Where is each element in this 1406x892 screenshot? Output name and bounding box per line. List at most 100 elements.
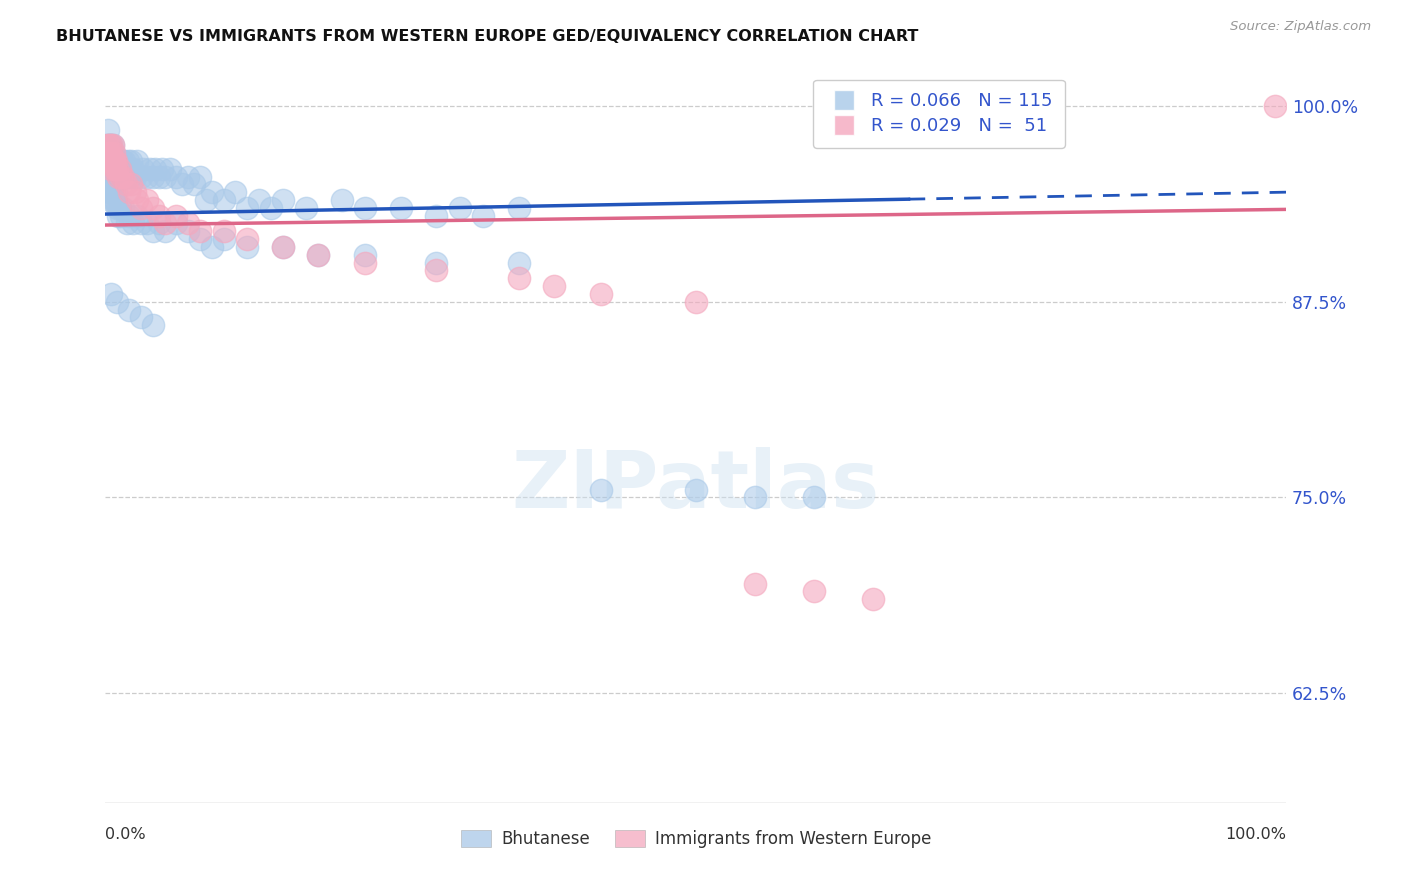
Point bbox=[114, 161, 136, 176]
Point bbox=[96, 138, 118, 153]
Point bbox=[591, 287, 613, 301]
Point bbox=[127, 209, 149, 223]
Point bbox=[127, 193, 149, 207]
Point bbox=[104, 153, 127, 168]
Point bbox=[150, 161, 173, 176]
Point bbox=[744, 491, 766, 505]
Point bbox=[108, 201, 131, 215]
Point bbox=[104, 161, 127, 176]
Point bbox=[115, 217, 138, 231]
Point bbox=[129, 201, 152, 215]
Point bbox=[104, 153, 127, 168]
Point bbox=[118, 209, 141, 223]
Point bbox=[118, 185, 141, 199]
Point bbox=[98, 153, 121, 168]
Point bbox=[100, 161, 122, 176]
Text: ZIPatlas: ZIPatlas bbox=[512, 448, 880, 525]
Point bbox=[112, 161, 135, 176]
Point bbox=[108, 161, 131, 176]
Point bbox=[129, 217, 152, 231]
Point bbox=[139, 161, 162, 176]
Point bbox=[472, 209, 495, 223]
Point bbox=[118, 161, 141, 176]
Point bbox=[685, 483, 707, 497]
Point bbox=[307, 248, 329, 262]
Point bbox=[188, 232, 211, 246]
Point bbox=[142, 224, 165, 238]
Point bbox=[108, 161, 131, 176]
Point bbox=[97, 153, 120, 168]
Point bbox=[188, 224, 211, 238]
Point bbox=[165, 169, 187, 184]
Point bbox=[271, 193, 294, 207]
Point bbox=[425, 209, 447, 223]
Point bbox=[105, 161, 128, 176]
Point bbox=[112, 169, 135, 184]
Point bbox=[107, 209, 129, 223]
Point bbox=[111, 153, 134, 168]
Point bbox=[96, 169, 118, 184]
Point bbox=[100, 161, 122, 176]
Point bbox=[425, 255, 447, 269]
Point bbox=[685, 294, 707, 309]
Point bbox=[97, 178, 120, 192]
Point bbox=[212, 224, 235, 238]
Point bbox=[104, 169, 127, 184]
Point bbox=[159, 161, 181, 176]
Point bbox=[100, 185, 122, 199]
Point bbox=[425, 263, 447, 277]
Point bbox=[165, 209, 187, 223]
Point bbox=[98, 146, 121, 161]
Point bbox=[101, 153, 124, 168]
Point bbox=[112, 153, 135, 168]
Point bbox=[148, 217, 170, 231]
Point bbox=[108, 153, 131, 168]
Point bbox=[98, 138, 121, 153]
Point bbox=[98, 185, 121, 199]
Point bbox=[98, 146, 121, 161]
Point bbox=[177, 217, 200, 231]
Point bbox=[129, 310, 152, 325]
Point bbox=[543, 279, 565, 293]
Point bbox=[271, 240, 294, 254]
Point bbox=[97, 122, 120, 136]
Point bbox=[112, 201, 135, 215]
Point bbox=[148, 169, 170, 184]
Point bbox=[177, 224, 200, 238]
Point bbox=[121, 161, 143, 176]
Point bbox=[132, 161, 155, 176]
Point bbox=[107, 153, 129, 168]
Text: 0.0%: 0.0% bbox=[105, 827, 146, 841]
Point bbox=[103, 146, 125, 161]
Point bbox=[172, 178, 194, 192]
Point bbox=[127, 153, 149, 168]
Point bbox=[100, 138, 122, 153]
Point bbox=[103, 153, 125, 168]
Point bbox=[135, 217, 157, 231]
Point bbox=[117, 153, 139, 168]
Text: BHUTANESE VS IMMIGRANTS FROM WESTERN EUROPE GED/EQUIVALENCY CORRELATION CHART: BHUTANESE VS IMMIGRANTS FROM WESTERN EUR… bbox=[56, 29, 918, 44]
Point bbox=[98, 161, 121, 176]
Point bbox=[135, 193, 157, 207]
Point bbox=[118, 302, 141, 317]
Text: Source: ZipAtlas.com: Source: ZipAtlas.com bbox=[1230, 20, 1371, 33]
Point bbox=[508, 271, 530, 285]
Point bbox=[194, 193, 217, 207]
Point bbox=[120, 178, 142, 192]
Point bbox=[97, 146, 120, 161]
Point bbox=[105, 153, 128, 168]
Point bbox=[389, 201, 412, 215]
Point bbox=[862, 592, 884, 607]
Point bbox=[330, 193, 353, 207]
Point bbox=[98, 153, 121, 168]
Point bbox=[107, 169, 129, 184]
Point bbox=[165, 217, 187, 231]
Point bbox=[124, 185, 146, 199]
Point bbox=[188, 169, 211, 184]
Point bbox=[142, 169, 165, 184]
Point bbox=[103, 153, 125, 168]
Point bbox=[803, 584, 825, 599]
Point bbox=[104, 161, 127, 176]
Point bbox=[120, 169, 142, 184]
Point bbox=[201, 185, 224, 199]
